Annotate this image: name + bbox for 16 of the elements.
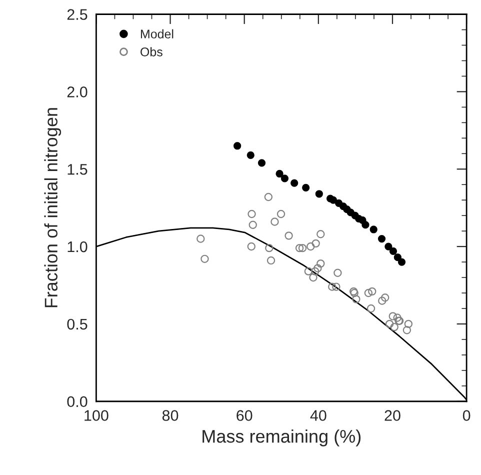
y-tick-label: 0.5 — [67, 318, 88, 330]
y-tick-label: 2.5 — [67, 9, 88, 20]
y-tick-label: 1.0 — [68, 241, 88, 252]
y-tick-label: 2.0 — [67, 86, 88, 98]
legend-label: Model — [140, 29, 174, 38]
legend-label: Obs — [140, 47, 162, 56]
x-tick-label: 100 — [84, 410, 108, 421]
x-axis-title: Mass remaining (%) — [202, 430, 361, 446]
y-axis-title: Fraction of initial nitrogen — [44, 108, 62, 308]
x-tick-label: 20 — [384, 410, 400, 421]
y-tick-label: 1.5 — [68, 164, 88, 175]
y-tick-label: 0.0 — [67, 396, 88, 408]
x-tick-label: 80 — [162, 410, 178, 421]
x-tick-label: 0 — [462, 410, 470, 421]
x-tick-label: 40 — [310, 410, 326, 421]
x-tick-label: 60 — [236, 410, 252, 421]
